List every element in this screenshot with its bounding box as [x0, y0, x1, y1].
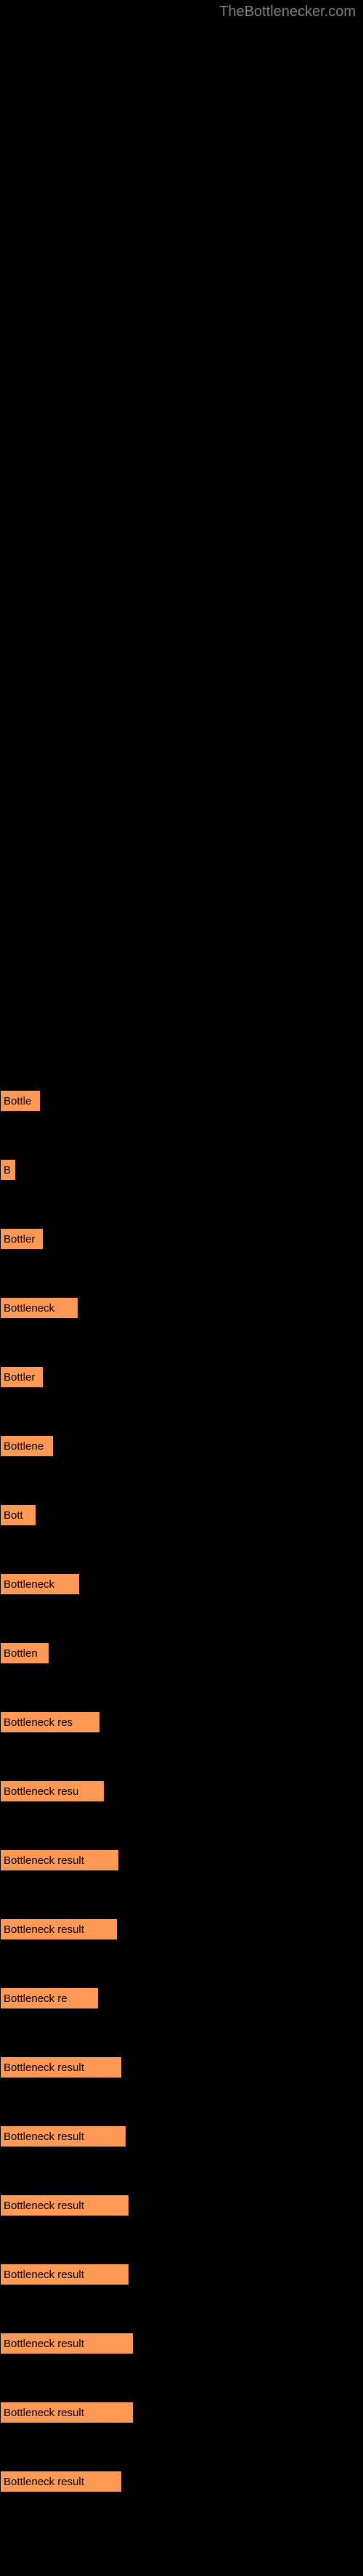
bar-row: Bottleneck	[0, 1573, 363, 1599]
bar-row: Bottleneck res	[0, 1711, 363, 1737]
bar-row: Bottleneck result	[0, 2264, 363, 2289]
bar-row: Bottler	[0, 1228, 363, 1253]
bar: Bottleneck	[0, 1297, 78, 1319]
bar-row: Bottleneck result	[0, 2402, 363, 2427]
bar-row: Bottleneck result	[0, 2125, 363, 2151]
bar: Bott	[0, 1504, 36, 1526]
bar: Bottler	[0, 1228, 44, 1250]
bar: Bottleneck result	[0, 2471, 122, 2492]
bar: Bottleneck res	[0, 1711, 100, 1733]
bar-row: Bottleneck result	[0, 2195, 363, 2220]
bar-chart: Bottle B Bottler Bottleneck Bottler Bottlene B…	[0, 0, 363, 2576]
bar: Bottlen	[0, 1642, 49, 1664]
bar: Bottle	[0, 1090, 41, 1112]
bar: Bottleneck result	[0, 2125, 126, 2147]
bar-row: Bottle	[0, 1090, 363, 1115]
bar-row: B	[0, 1159, 363, 1184]
bar-row: Bottleneck result	[0, 1849, 363, 1875]
bar-row: Bottleneck result	[0, 2333, 363, 2358]
bar-row: Bottleneck resu	[0, 1780, 363, 1806]
bar-row: Bottleneck result	[0, 2471, 363, 2496]
bar: Bottleneck result	[0, 1918, 118, 1940]
bar-row: Bottleneck	[0, 1297, 363, 1323]
bar: Bottleneck result	[0, 2195, 129, 2216]
bar: Bottleneck result	[0, 1849, 119, 1871]
bar-row: Bottleneck re	[0, 1987, 363, 2013]
bar: Bottleneck result	[0, 2402, 134, 2423]
bar: Bottler	[0, 1366, 44, 1388]
bar-row: Bott	[0, 1504, 363, 1530]
bar-row: Bottlen	[0, 1642, 363, 1668]
bar: Bottleneck resu	[0, 1780, 105, 1802]
bar: Bottleneck result	[0, 2333, 134, 2354]
bar-row: Bottler	[0, 1366, 363, 1392]
bar-row: Bottleneck result	[0, 1918, 363, 1944]
watermark-text: TheBottlenecker.com	[219, 4, 356, 20]
bar-row: Bottlene	[0, 1435, 363, 1461]
bar-row: Bottleneck result	[0, 2056, 363, 2082]
bar: Bottleneck result	[0, 2264, 129, 2285]
bar: B	[0, 1159, 16, 1181]
bar: Bottleneck re	[0, 1987, 99, 2009]
bar: Bottleneck result	[0, 2056, 122, 2078]
bar: Bottleneck	[0, 1573, 80, 1595]
bar: Bottlene	[0, 1435, 54, 1457]
